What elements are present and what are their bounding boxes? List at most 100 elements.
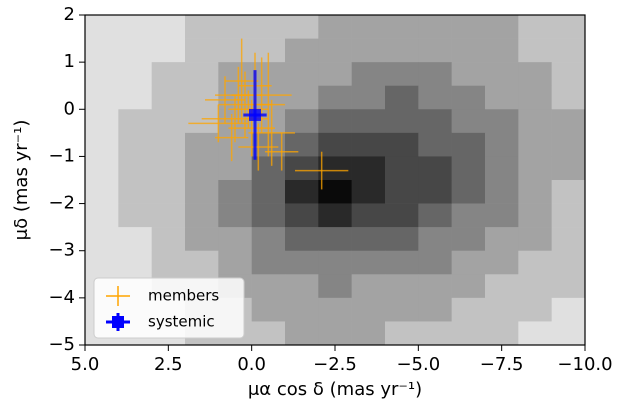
histogram-cell: [418, 227, 452, 252]
histogram-cell: [351, 15, 386, 39]
histogram-cell: [551, 250, 586, 275]
histogram-cell: [351, 109, 386, 134]
histogram-cell: [118, 203, 152, 228]
legend: members systemic: [93, 277, 245, 339]
histogram-cell: [251, 203, 286, 228]
histogram-cell: [485, 227, 519, 252]
histogram-cell: [318, 227, 352, 252]
histogram-cell: [285, 274, 319, 299]
histogram-cell: [518, 227, 552, 252]
histogram-cell: [285, 62, 319, 87]
histogram-cell: [118, 62, 152, 87]
y-tick-label: 2: [64, 4, 75, 25]
histogram-cell: [551, 156, 586, 181]
histogram-cell: [418, 38, 452, 63]
histogram-cell: [118, 15, 152, 39]
histogram-cell: [485, 109, 519, 134]
histogram-cell: [418, 250, 452, 275]
histogram-cell: [518, 38, 552, 63]
histogram-cell: [351, 250, 386, 275]
histogram-cell: [518, 297, 552, 322]
histogram-cell: [85, 250, 119, 275]
histogram-cell: [118, 227, 152, 252]
histogram-cell: [385, 203, 419, 228]
histogram-cell: [318, 38, 352, 63]
histogram-cell: [418, 297, 452, 322]
histogram-cell: [551, 274, 586, 299]
histogram-cell: [318, 132, 352, 157]
histogram-cell: [318, 250, 352, 275]
histogram-cell: [118, 85, 152, 110]
histogram-cell: [485, 297, 519, 322]
histogram-cell: [318, 85, 352, 110]
histogram-cell: [318, 274, 352, 299]
histogram-cell: [185, 250, 219, 275]
histogram-cell: [285, 250, 319, 275]
histogram-cell: [318, 321, 352, 346]
histogram-cell: [185, 38, 219, 63]
histogram-cell: [118, 132, 152, 157]
histogram-cell: [218, 156, 252, 181]
histogram-cell: [285, 15, 319, 39]
histogram-cell: [251, 156, 286, 181]
point: [249, 108, 261, 121]
legend-label: members: [148, 287, 219, 305]
histogram-cell: [385, 180, 419, 204]
histogram-cell: [185, 203, 219, 228]
histogram-cell: [551, 203, 586, 228]
histogram-cell: [451, 227, 486, 252]
histogram-cell: [118, 250, 152, 275]
histogram-cell: [318, 62, 352, 87]
histogram-cell: [251, 297, 286, 322]
histogram-cell: [518, 156, 552, 181]
histogram-cell: [351, 297, 386, 322]
histogram-cell: [251, 180, 286, 204]
histogram-cell: [485, 250, 519, 275]
histogram-cell: [518, 85, 552, 110]
histogram-cell: [151, 180, 186, 204]
histogram-cell: [85, 15, 119, 39]
histogram-cell: [85, 227, 119, 252]
histogram-cell: [351, 203, 386, 228]
histogram-cell: [318, 203, 352, 228]
histogram-cell: [485, 132, 519, 157]
histogram-cell: [385, 132, 419, 157]
histogram-cell: [418, 203, 452, 228]
histogram-cell: [151, 203, 186, 228]
histogram-cell: [485, 15, 519, 39]
histogram-cell: [451, 321, 486, 346]
histogram-cell: [451, 15, 486, 39]
histogram-cell: [351, 132, 386, 157]
histogram-cell: [318, 156, 352, 181]
histogram-cell: [451, 109, 486, 134]
x-tick-label: −2.5: [313, 354, 357, 375]
histogram-cell: [151, 132, 186, 157]
histogram-cell: [551, 321, 586, 346]
x-tick-label: 0.0: [237, 354, 266, 375]
histogram-cell: [451, 180, 486, 204]
histogram-cell: [451, 250, 486, 275]
histogram-cell: [385, 297, 419, 322]
histogram-cell: [318, 297, 352, 322]
histogram-cell: [451, 62, 486, 87]
histogram-cell: [251, 274, 286, 299]
histogram-cell: [218, 62, 252, 87]
x-tick-label: 2.5: [154, 354, 183, 375]
histogram-cell: [385, 15, 419, 39]
histogram-cell: [518, 62, 552, 87]
histogram-cell: [185, 62, 219, 87]
histogram-cell: [251, 321, 286, 346]
histogram-cell: [351, 62, 386, 87]
histogram-cell: [451, 274, 486, 299]
histogram-cell: [518, 15, 552, 39]
histogram-cell: [551, 38, 586, 63]
histogram-cell: [318, 180, 352, 204]
histogram-cell: [418, 180, 452, 204]
histogram-cell: [485, 203, 519, 228]
histogram-cell: [418, 132, 452, 157]
histogram-cell: [351, 156, 386, 181]
y-tick-label: −1: [48, 145, 75, 166]
histogram-cell: [551, 227, 586, 252]
histogram-cell: [185, 156, 219, 181]
histogram-cell: [185, 15, 219, 39]
